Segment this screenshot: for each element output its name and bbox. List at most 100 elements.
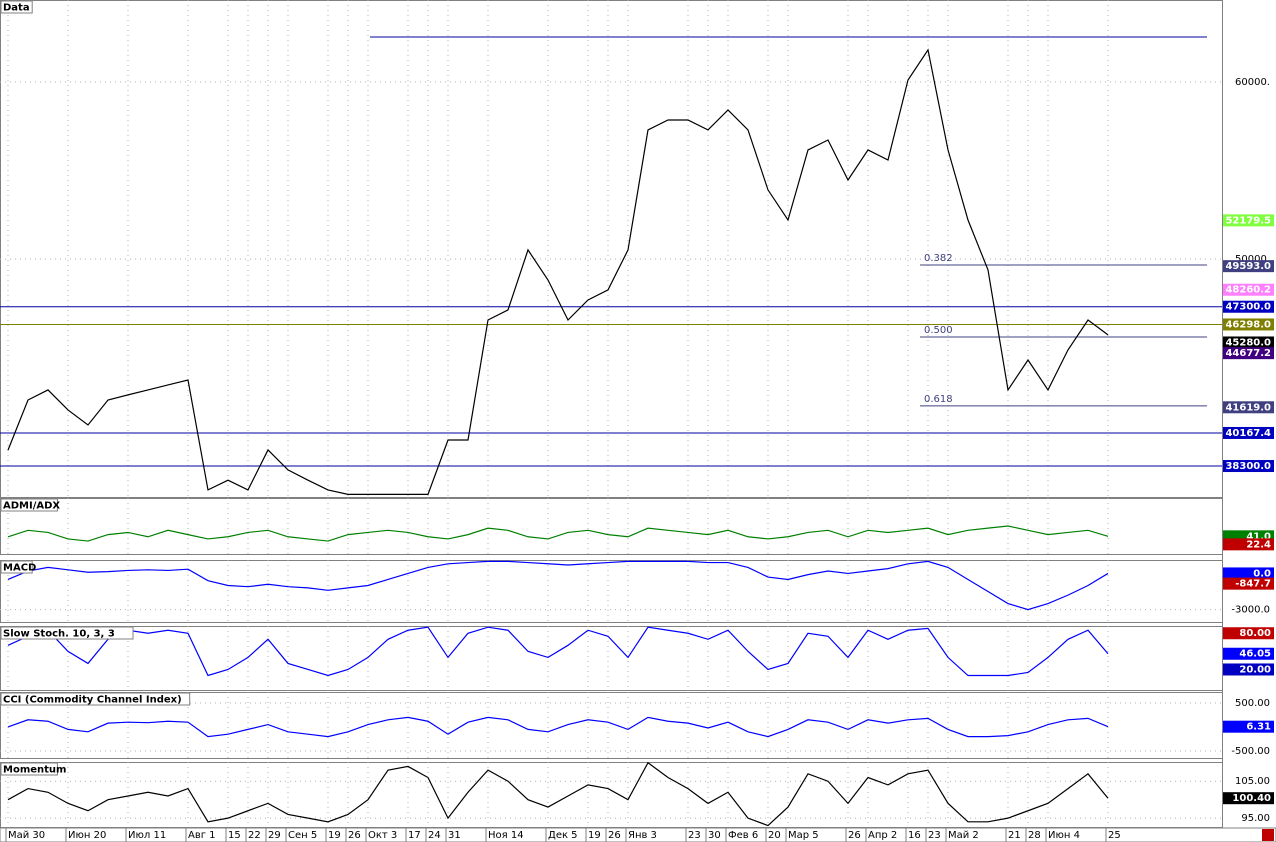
- x-tick-label: 30: [708, 830, 721, 841]
- fib-label: 0.500: [924, 325, 953, 336]
- x-tick-label: Окт 3: [368, 830, 397, 841]
- x-tick-label: 28: [1028, 830, 1041, 841]
- series-line: [7, 525, 1109, 542]
- price-badge: [1223, 567, 1274, 580]
- x-tick-label: 15: [228, 830, 241, 841]
- y-tick-label: -500.00: [1231, 746, 1270, 757]
- series-line: [7, 761, 1109, 827]
- x-tick-label: Апр 2: [868, 830, 897, 841]
- price-badge: [1223, 792, 1274, 805]
- y-tick-label: 50000.: [1235, 254, 1270, 265]
- y-tick-label: 500.00: [1235, 698, 1270, 709]
- panel-title: CCI (Commodity Channel Index): [3, 695, 182, 706]
- price-badge-label: 52179.5: [1225, 215, 1271, 226]
- panel-title: Momentum: [3, 765, 66, 776]
- x-tick-label: 21: [1008, 830, 1021, 841]
- x-tick-label: 26: [848, 830, 861, 841]
- price-badge: [1223, 663, 1274, 676]
- price-badge-label: 46298.0: [1225, 319, 1271, 330]
- x-tick-label: Май 2: [948, 830, 979, 841]
- x-tick-label: Дек 5: [548, 830, 578, 841]
- price-badge: [1223, 336, 1274, 349]
- x-tick-label: 20: [768, 830, 781, 841]
- price-badge: [1223, 720, 1274, 733]
- x-tick-label: Июн 20: [68, 830, 106, 841]
- x-tick-label: 26: [608, 830, 621, 841]
- y-tick-label: 95.00: [1241, 813, 1270, 824]
- panel-title: Data: [3, 3, 30, 14]
- price-badge-label: 100.40: [1232, 793, 1271, 804]
- x-tick-label: 31: [448, 830, 461, 841]
- panel-title-box: [0, 560, 33, 574]
- x-tick-label: Мар 5: [788, 830, 819, 841]
- price-badge-label: 80.00: [1239, 628, 1271, 639]
- x-tick-label: Авг 1: [188, 830, 216, 841]
- price-badge: [1223, 318, 1274, 331]
- series-line: [7, 626, 1109, 677]
- y-tick-label: -3000.0: [1231, 605, 1270, 616]
- panel-title: Slow Stoch. 10, 3, 3: [3, 629, 115, 640]
- price-badge: [1223, 538, 1274, 551]
- price-badge: [1223, 347, 1274, 360]
- price-badge-label: 41619.0: [1225, 402, 1271, 413]
- x-tick-label: Май 30: [8, 830, 45, 841]
- series-line: [7, 560, 1109, 611]
- x-tick-label: Июн 4: [1048, 830, 1080, 841]
- panel-title-box: [0, 692, 191, 706]
- x-tick-label: 26: [348, 830, 361, 841]
- x-tick-label: 16: [908, 830, 921, 841]
- x-tick-label: 29: [268, 830, 281, 841]
- x-tick-label: 23: [688, 830, 701, 841]
- price-badge-label: 45280.0: [1225, 337, 1271, 348]
- x-tick-label: 25: [1108, 830, 1121, 841]
- price-badge: [1223, 577, 1274, 590]
- price-badge: [1223, 401, 1274, 414]
- x-tick-label: Фев 6: [728, 830, 758, 841]
- price-badge-label: 49593.0: [1225, 261, 1271, 272]
- panel-title-box: [0, 762, 58, 776]
- price-badge-label: 6.31: [1246, 722, 1271, 733]
- panel-title: ADMI/ADX: [3, 501, 60, 512]
- price-badge: [1223, 426, 1274, 439]
- price-badge-label: 47300.0: [1225, 302, 1271, 313]
- fib-label: 0.382: [924, 253, 953, 264]
- x-tick-label: 17: [408, 830, 421, 841]
- price-badge-label: 38300.0: [1225, 461, 1271, 472]
- series-line: [7, 48, 1109, 495]
- x-tick-label: Янв 3: [628, 830, 657, 841]
- panel-title-box: [0, 626, 134, 640]
- y-tick-label: 105.00: [1235, 776, 1270, 787]
- x-tick-label: Сен 5: [288, 830, 317, 841]
- price-badge: [1223, 647, 1274, 660]
- price-badge: [1223, 300, 1274, 313]
- price-badge-label: 0.0: [1253, 568, 1271, 579]
- x-tick-label: 24: [428, 830, 441, 841]
- x-axis-strip: [0, 827, 1276, 842]
- panel-title-box: [0, 0, 33, 14]
- price-badge-label: -847.7: [1235, 579, 1271, 590]
- price-badge: [1223, 283, 1274, 296]
- y-tick-label: 60000.: [1235, 77, 1270, 88]
- price-badge: [1223, 460, 1274, 473]
- x-tick-label: Ноя 14: [488, 830, 524, 841]
- scroll-button: [1262, 829, 1274, 841]
- x-tick-label: Июл 11: [128, 830, 166, 841]
- price-badge: [1223, 214, 1274, 227]
- x-tick-label: 23: [928, 830, 941, 841]
- price-badge-label: 22.4: [1246, 539, 1271, 550]
- x-tick-label: 19: [328, 830, 341, 841]
- panel-title-box: [0, 498, 58, 512]
- price-badge-label: 41.0: [1246, 531, 1271, 542]
- price-badge-label: 20.00: [1239, 664, 1271, 675]
- series-line: [7, 716, 1109, 738]
- price-badge-label: 40167.4: [1225, 428, 1271, 439]
- x-tick-label: 19: [588, 830, 601, 841]
- price-badge-label: 48260.2: [1225, 285, 1271, 296]
- price-badge: [1223, 627, 1274, 640]
- price-badge-label: 46.05: [1239, 649, 1271, 660]
- price-badge-label: 44677.2: [1225, 348, 1271, 359]
- panel-title: MACD: [3, 563, 36, 574]
- price-badge: [1223, 260, 1274, 273]
